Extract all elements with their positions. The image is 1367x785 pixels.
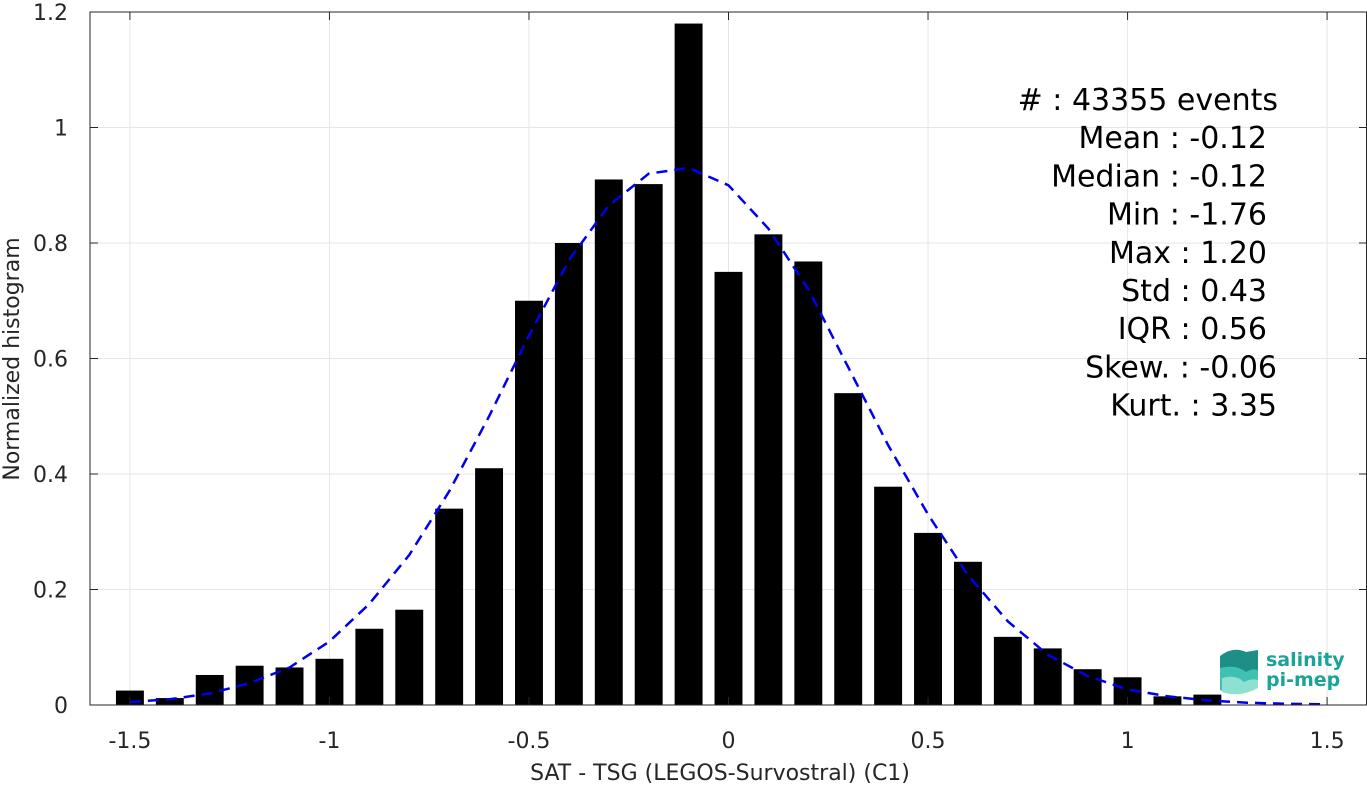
stat-line: Median : -0.12 bbox=[1051, 159, 1267, 194]
stat-line: IQR : 0.56 bbox=[1118, 312, 1267, 347]
histogram-bar bbox=[435, 508, 464, 705]
histogram-bar bbox=[674, 23, 703, 706]
y-tick-label: 0.4 bbox=[33, 463, 68, 488]
histogram-bar bbox=[1153, 696, 1182, 705]
x-axis-label: SAT - TSG (LEGOS-Survostral) (C1) bbox=[530, 761, 910, 785]
histogram-bar bbox=[515, 300, 543, 705]
logo-text-line1: salinity bbox=[1266, 649, 1345, 671]
histogram-bar bbox=[754, 234, 783, 705]
stat-line: # : 43355 events bbox=[1018, 83, 1278, 118]
salinity-pimep-logo: salinity pi-mep bbox=[1220, 649, 1345, 695]
histogram-bar bbox=[634, 184, 663, 706]
stat-line: Mean : -0.12 bbox=[1078, 121, 1267, 156]
histogram-bar bbox=[155, 698, 184, 705]
tick-labels: -1.5 -1 -0.5 0 0.5 1 1.5 0 0.2 0.4 0.6 0.8 1 1.2 bbox=[33, 1, 1345, 754]
x-tick-label: 0 bbox=[722, 729, 736, 754]
histogram-bar bbox=[953, 561, 982, 705]
histogram-bar bbox=[475, 468, 504, 705]
logo-text-line2: pi-mep bbox=[1266, 669, 1340, 691]
histogram-bar bbox=[594, 179, 623, 706]
x-tick-label: 1 bbox=[1121, 729, 1135, 754]
histogram-bar bbox=[1033, 648, 1062, 705]
fit-curve-layer bbox=[129, 166, 1328, 706]
y-tick-label: 0.6 bbox=[33, 348, 68, 373]
x-tick-label: -0.5 bbox=[508, 729, 551, 754]
y-tick-label: 0.2 bbox=[33, 579, 68, 604]
y-tick-label: 0.8 bbox=[33, 232, 68, 257]
stat-line: Kurt. : 3.35 bbox=[1110, 389, 1277, 424]
x-tick-label: -1 bbox=[318, 729, 340, 754]
histogram-bar bbox=[874, 486, 903, 705]
stat-line: Skew. : -0.06 bbox=[1085, 350, 1277, 385]
histogram-bar bbox=[794, 261, 823, 705]
histogram-bar bbox=[395, 609, 424, 705]
histogram-bar bbox=[714, 271, 743, 705]
histogram-bar bbox=[1073, 669, 1102, 705]
stat-line: Max : 1.20 bbox=[1109, 236, 1267, 271]
stat-line: Std : 0.43 bbox=[1121, 274, 1267, 309]
y-tick-label: 1 bbox=[54, 117, 68, 142]
x-tick-label: 0.5 bbox=[911, 729, 946, 754]
y-tick-label: 0 bbox=[54, 694, 68, 719]
stat-line: Min : -1.76 bbox=[1107, 198, 1267, 233]
x-tick-label: 1.5 bbox=[1310, 729, 1345, 754]
y-axis-label: Normalized histogram bbox=[0, 237, 25, 480]
y-tick-label: 1.2 bbox=[33, 1, 68, 26]
histogram-bars bbox=[115, 23, 1222, 706]
x-tick-label: -1.5 bbox=[108, 729, 151, 754]
histogram-bar bbox=[554, 243, 583, 705]
histogram-bar bbox=[993, 636, 1022, 705]
histogram-bar bbox=[914, 532, 942, 705]
histogram-bar bbox=[355, 628, 384, 705]
histogram-bar bbox=[275, 667, 304, 705]
wave-logo-icon bbox=[1220, 649, 1258, 695]
normal-fit-curve bbox=[129, 166, 1328, 706]
histogram-bar bbox=[834, 393, 863, 705]
